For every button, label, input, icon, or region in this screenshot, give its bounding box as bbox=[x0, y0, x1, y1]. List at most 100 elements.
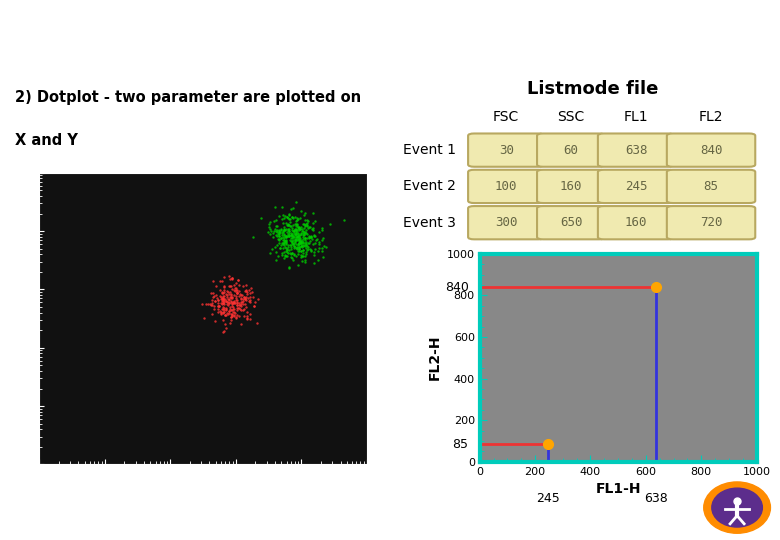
Point bbox=[233, 299, 246, 308]
Point bbox=[295, 253, 307, 261]
Point bbox=[217, 327, 229, 336]
Point bbox=[222, 298, 235, 306]
Point bbox=[293, 235, 306, 244]
Point bbox=[278, 253, 290, 262]
Point bbox=[289, 197, 302, 206]
Point bbox=[235, 293, 247, 302]
Point bbox=[291, 221, 303, 230]
Point bbox=[226, 297, 239, 306]
Point bbox=[303, 238, 315, 247]
Point bbox=[272, 231, 285, 240]
Point bbox=[241, 308, 254, 317]
Point bbox=[217, 295, 229, 303]
Point bbox=[292, 250, 304, 259]
Point bbox=[228, 291, 240, 300]
Point bbox=[297, 231, 310, 240]
Point bbox=[301, 221, 314, 230]
Point bbox=[292, 233, 305, 242]
Point bbox=[303, 232, 316, 241]
Point bbox=[247, 301, 260, 310]
Point bbox=[289, 230, 301, 239]
Point bbox=[268, 217, 280, 226]
Point bbox=[291, 216, 303, 225]
Point bbox=[247, 301, 260, 310]
Point bbox=[217, 296, 229, 305]
Point bbox=[232, 275, 244, 284]
Point bbox=[278, 241, 291, 249]
Point bbox=[292, 232, 304, 240]
Point bbox=[283, 215, 296, 224]
Point bbox=[211, 308, 224, 316]
Y-axis label: FL2-H: FL2-H bbox=[427, 335, 441, 381]
Point bbox=[278, 226, 291, 235]
Point bbox=[228, 310, 240, 319]
Point bbox=[224, 288, 236, 296]
Point bbox=[285, 225, 298, 234]
Point bbox=[278, 223, 290, 232]
Text: 85: 85 bbox=[704, 180, 718, 193]
Point bbox=[292, 237, 305, 245]
Point bbox=[225, 310, 237, 319]
Point bbox=[230, 306, 243, 314]
Point bbox=[289, 227, 301, 235]
Point bbox=[280, 237, 292, 246]
Point bbox=[291, 233, 303, 241]
Point bbox=[292, 244, 305, 253]
Point bbox=[277, 232, 289, 241]
Point bbox=[230, 296, 243, 305]
Point bbox=[239, 303, 252, 312]
Text: FL1: FL1 bbox=[624, 110, 648, 124]
Point bbox=[292, 230, 304, 238]
Point bbox=[224, 293, 236, 302]
Point bbox=[282, 219, 295, 228]
Point bbox=[220, 289, 232, 298]
Point bbox=[288, 227, 300, 235]
Point bbox=[278, 242, 291, 251]
Point bbox=[289, 238, 302, 246]
Point bbox=[307, 225, 320, 234]
Point bbox=[225, 300, 238, 309]
Point bbox=[280, 239, 292, 248]
Point bbox=[279, 236, 292, 245]
Point bbox=[296, 239, 309, 247]
Point bbox=[315, 224, 328, 233]
Point bbox=[215, 299, 228, 308]
Point bbox=[218, 300, 230, 308]
Point bbox=[264, 224, 276, 233]
Point bbox=[215, 293, 228, 301]
Point bbox=[289, 250, 301, 259]
Point bbox=[313, 244, 325, 253]
Point bbox=[278, 251, 291, 259]
Point bbox=[289, 235, 301, 244]
Point bbox=[296, 228, 309, 237]
Point bbox=[278, 213, 290, 222]
Point bbox=[288, 239, 300, 247]
Point bbox=[295, 228, 307, 237]
Point bbox=[278, 238, 290, 247]
Point bbox=[301, 224, 314, 232]
Point bbox=[230, 298, 243, 307]
Point bbox=[289, 234, 302, 243]
Point bbox=[278, 225, 291, 234]
Point bbox=[308, 232, 321, 240]
Point bbox=[280, 244, 292, 252]
Point bbox=[293, 226, 306, 234]
Point bbox=[285, 233, 297, 242]
Point bbox=[288, 226, 300, 234]
Point bbox=[293, 238, 306, 247]
Point bbox=[273, 230, 285, 239]
Point bbox=[305, 233, 317, 241]
Point bbox=[299, 258, 311, 266]
Point bbox=[231, 300, 243, 309]
Point bbox=[277, 239, 289, 248]
Point bbox=[300, 220, 313, 228]
Point bbox=[270, 256, 282, 265]
Point bbox=[282, 227, 295, 235]
Point bbox=[283, 211, 296, 219]
Point bbox=[215, 277, 227, 286]
Point bbox=[233, 286, 246, 295]
Point bbox=[217, 299, 229, 307]
Point bbox=[221, 297, 233, 306]
Point bbox=[279, 237, 292, 246]
Point bbox=[243, 296, 255, 305]
